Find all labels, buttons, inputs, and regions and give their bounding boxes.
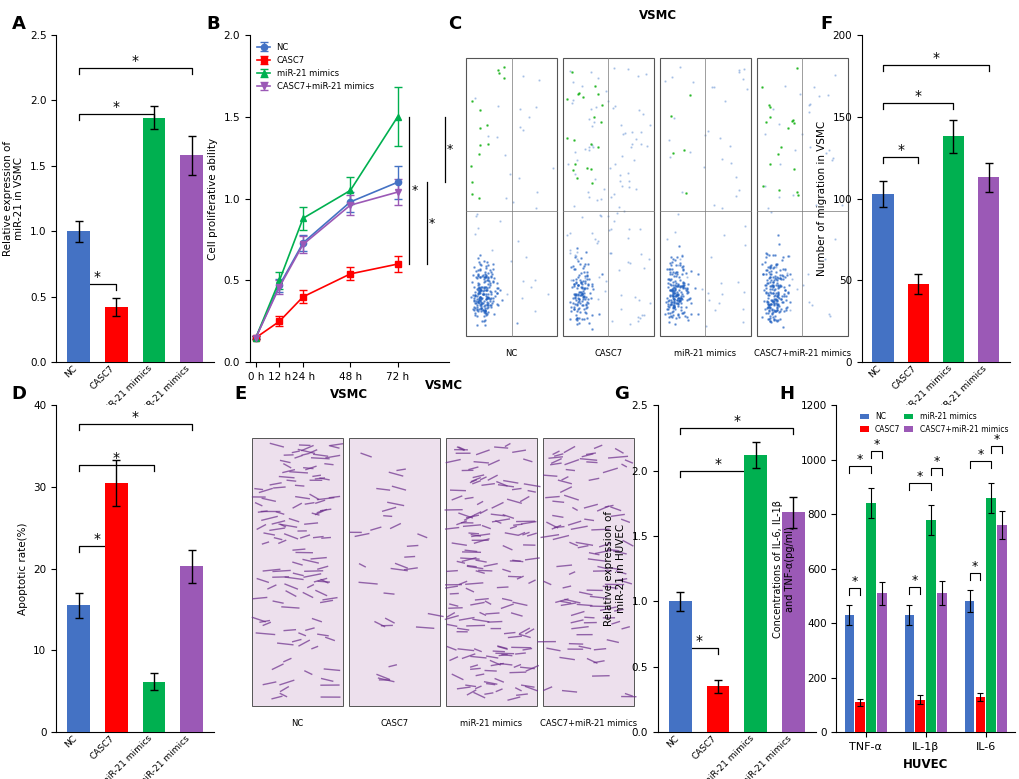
Bar <box>782 513 804 732</box>
Text: CASC7+miR-21 mimics: CASC7+miR-21 mimics <box>539 719 636 728</box>
Bar <box>865 503 875 732</box>
Text: *: * <box>897 143 903 157</box>
Text: E: E <box>234 386 247 404</box>
Text: *: * <box>695 634 702 648</box>
Bar <box>915 700 924 732</box>
Bar <box>105 307 127 362</box>
Legend: NC, CASC7, miR-21 mimics, CASC7+miR-21 mimics: NC, CASC7, miR-21 mimics, CASC7+miR-21 m… <box>254 39 377 94</box>
Text: *: * <box>976 448 982 461</box>
Text: F: F <box>819 16 832 33</box>
Bar <box>844 615 853 732</box>
Text: *: * <box>851 575 857 587</box>
Bar <box>942 136 963 362</box>
FancyBboxPatch shape <box>348 438 439 706</box>
Text: *: * <box>446 143 452 156</box>
Bar <box>105 483 127 732</box>
Text: *: * <box>733 414 740 428</box>
Text: *: * <box>971 560 977 573</box>
Text: *: * <box>914 89 921 103</box>
Text: *: * <box>94 270 101 284</box>
Text: *: * <box>911 574 917 587</box>
Text: H: H <box>779 386 794 404</box>
Bar <box>143 682 165 732</box>
Legend: NC, CASC7, miR-21 mimics, CASC7+miR-21 mimics: NC, CASC7, miR-21 mimics, CASC7+miR-21 m… <box>856 409 1010 437</box>
Bar <box>876 594 886 732</box>
Text: *: * <box>872 439 878 452</box>
FancyBboxPatch shape <box>466 58 556 336</box>
Bar <box>871 194 893 362</box>
Text: *: * <box>94 532 101 546</box>
Bar <box>904 615 913 732</box>
Bar <box>925 520 934 732</box>
Text: *: * <box>131 410 139 424</box>
Text: *: * <box>429 217 435 230</box>
Bar <box>180 566 203 732</box>
Text: *: * <box>916 470 922 483</box>
Text: G: G <box>613 386 628 404</box>
Text: CASC7: CASC7 <box>594 349 622 358</box>
Bar <box>668 601 691 732</box>
Bar <box>977 178 999 362</box>
Bar <box>907 284 928 362</box>
Text: *: * <box>714 457 720 471</box>
FancyBboxPatch shape <box>445 438 536 706</box>
Y-axis label: Apoptotic rate(%): Apoptotic rate(%) <box>17 523 28 615</box>
FancyBboxPatch shape <box>252 438 342 706</box>
Bar <box>706 686 729 732</box>
Text: C: C <box>448 16 462 33</box>
Text: VSMC: VSMC <box>638 9 677 22</box>
Bar <box>180 156 203 362</box>
X-axis label: HUVEC: HUVEC <box>902 757 948 770</box>
Bar <box>67 605 90 732</box>
Bar <box>936 594 946 732</box>
FancyBboxPatch shape <box>562 58 653 336</box>
FancyBboxPatch shape <box>659 58 750 336</box>
Bar <box>974 697 984 732</box>
Text: miR-21 mimics: miR-21 mimics <box>460 719 522 728</box>
X-axis label: VSMC: VSMC <box>330 387 368 400</box>
Bar <box>744 455 766 732</box>
Text: *: * <box>113 450 119 464</box>
Bar <box>143 118 165 362</box>
Text: *: * <box>113 100 119 115</box>
Text: VSMC: VSMC <box>424 379 463 392</box>
Bar <box>985 498 995 732</box>
Y-axis label: Concentrations of IL-6, IL-1β
and TNF-α(pg/ml): Concentrations of IL-6, IL-1β and TNF-α(… <box>772 499 794 638</box>
Text: A: A <box>12 16 25 33</box>
Text: *: * <box>931 51 938 65</box>
Bar <box>997 525 1006 732</box>
Text: NC: NC <box>505 349 518 358</box>
Text: D: D <box>12 386 26 404</box>
Text: *: * <box>993 433 999 446</box>
Bar <box>964 601 973 732</box>
FancyBboxPatch shape <box>756 58 847 336</box>
Bar <box>855 703 864 732</box>
Y-axis label: Number of migration in VSMC: Number of migration in VSMC <box>816 121 826 277</box>
Text: *: * <box>131 55 139 69</box>
Text: *: * <box>932 455 938 467</box>
Y-axis label: Relative expression of
miR-21 in VSMC: Relative expression of miR-21 in VSMC <box>3 141 24 256</box>
Text: miR-21 mimics: miR-21 mimics <box>674 349 736 358</box>
Text: NC: NC <box>291 719 304 728</box>
Text: CASC7+miR-21 mimics: CASC7+miR-21 mimics <box>753 349 850 358</box>
Y-axis label: Relative expression of
miR-21 in HUVEC: Relative expression of miR-21 in HUVEC <box>604 511 626 626</box>
Text: B: B <box>206 16 219 33</box>
Text: *: * <box>411 184 417 197</box>
Bar <box>67 231 90 362</box>
Text: CASC7: CASC7 <box>380 719 408 728</box>
FancyBboxPatch shape <box>542 438 633 706</box>
Y-axis label: Cell proliferative ability: Cell proliferative ability <box>208 138 218 259</box>
Text: *: * <box>856 453 862 467</box>
